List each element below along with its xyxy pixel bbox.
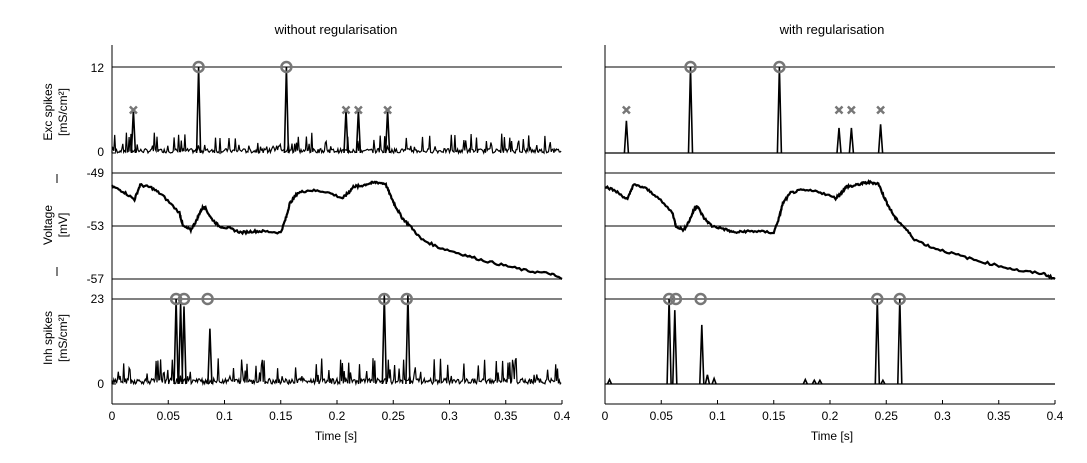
right-x-tick-label: 0.1 xyxy=(709,409,726,423)
right-exc-spikes-circle-marker xyxy=(773,60,786,74)
right-xlabel: Time [s] xyxy=(811,429,853,443)
left-voltage-tick-mid: -53 xyxy=(87,219,105,233)
left-exc-spikes-circle-marker xyxy=(280,60,293,74)
left-x-tick-label: 0.15 xyxy=(269,409,293,423)
right-x-tick-label: 0.05 xyxy=(650,409,674,423)
right-x-tick-label: 0.2 xyxy=(822,409,839,423)
left-x-tick-label: 0.25 xyxy=(382,409,406,423)
left-exc-spikes-cross-marker xyxy=(383,105,393,115)
left-x-tick-label: 0.1 xyxy=(216,409,233,423)
left-exc-spikes-cross-marker xyxy=(341,105,351,115)
left-inh-spikes-circle-marker xyxy=(177,292,191,306)
left-voltage-tick-top: -49 xyxy=(87,166,105,180)
left-inh-spikes-spike xyxy=(405,295,411,385)
left-x-tick-label: 0.3 xyxy=(441,409,458,423)
right-exc-spikes-spike xyxy=(623,120,630,154)
right-inh-spikes-spike xyxy=(802,377,809,385)
left-xlabel: Time [s] xyxy=(315,429,357,443)
left-voltage-tick-bottom: -57 xyxy=(87,272,105,286)
right-exc-spikes-cross-marker xyxy=(621,105,631,115)
left-exc-tick-top: 12 xyxy=(91,61,105,75)
right-x-tick-label: 0 xyxy=(602,409,609,423)
left-exc-spikes-circle-marker xyxy=(192,60,205,74)
voltage-ylabel-line2: [mV] xyxy=(56,213,70,238)
right-inh-spikes-circle-marker xyxy=(893,292,906,306)
left-inh-spikes-circle-marker xyxy=(400,292,413,306)
left-x-tick-label: 0.05 xyxy=(157,409,181,423)
right-exc-spikes-cross-marker xyxy=(876,105,886,115)
left-exc-spikes-spike xyxy=(195,66,202,154)
left-inh-spikes-spike xyxy=(207,328,213,385)
right-x-tick-label: 0.4 xyxy=(1047,409,1064,423)
left-exc-spikes-cross-marker xyxy=(353,105,363,115)
right-inh-spikes-spike xyxy=(897,298,903,385)
right-inh-spikes-spike xyxy=(672,310,678,385)
left-exc-tick-bottom: 0 xyxy=(97,145,104,159)
left-voltage-trace xyxy=(111,180,563,280)
right-exc-spikes-spike xyxy=(848,127,855,154)
right-exc-spikes-spike xyxy=(836,127,842,154)
left-inh-tick-bottom: 0 xyxy=(97,377,104,391)
right-inh-spikes-spike xyxy=(874,298,881,385)
right-inh-spikes-spike xyxy=(699,324,705,385)
right-inh-spikes-circle-marker xyxy=(669,292,683,306)
right-inh-spikes-circle-marker xyxy=(662,292,676,306)
right-exc-spikes-spike xyxy=(877,124,884,154)
left-panel-title: without regularisation xyxy=(274,22,398,37)
left-x-tick-label: 0.4 xyxy=(554,409,571,423)
right-x-tick-label: 0.25 xyxy=(875,409,899,423)
right-exc-spikes-cross-marker xyxy=(834,105,844,115)
right-x-tick-label: 0.15 xyxy=(762,409,786,423)
exc-ylabel-line2: [mS/cm²] xyxy=(56,88,70,136)
right-inh-spikes-spike xyxy=(606,377,613,385)
right-exc-spikes-spike xyxy=(776,66,783,154)
left-exc-spikes-spike xyxy=(343,109,349,154)
left-x-tick-label: 0.2 xyxy=(329,409,346,423)
inh-ylabel-line2: [mS/cm²] xyxy=(56,314,70,362)
right-x-tick-label: 0.35 xyxy=(987,409,1011,423)
left-inh-spikes-spike xyxy=(181,306,187,385)
right-inh-spikes-spike xyxy=(704,374,711,385)
left-inh-spikes-circle-marker xyxy=(169,292,183,306)
left-x-tick-label: 0 xyxy=(109,409,116,423)
left-inh-spikes-spike xyxy=(173,298,179,385)
left-inh-spikes-circle-marker xyxy=(378,292,391,306)
right-exc-spikes-spike xyxy=(687,66,694,154)
left-inh-spikes-spike xyxy=(381,295,388,385)
right-panel-title: with regularisation xyxy=(779,22,885,37)
left-exc-spikes-baseline xyxy=(111,132,562,156)
exc-ylabel-line1: Exc spikes xyxy=(41,83,55,140)
right-inh-spikes-spike xyxy=(880,378,886,385)
left-exc-spikes-cross-marker xyxy=(128,105,138,115)
right-inh-spikes-spike xyxy=(811,378,818,385)
left-inh-spikes-circle-marker xyxy=(201,292,214,306)
right-voltage-trace xyxy=(604,178,1056,280)
left-exc-spikes-spike xyxy=(283,66,290,154)
right-inh-spikes-spike xyxy=(711,376,717,385)
inh-ylabel-line1: Inh spikes xyxy=(41,311,55,365)
plots-layer: 0 0.05 0.1 0.15 0.2 0.25 0.3 0.35 0.4 0 0.05 0.1 0.1… xyxy=(109,45,1064,423)
left-inh-tick-top: 23 xyxy=(91,292,105,306)
right-inh-spikes-spike xyxy=(666,298,672,385)
voltage-ylabel-line1: Voltage xyxy=(41,205,55,245)
right-inh-spikes-spike xyxy=(817,378,823,385)
right-x-tick-label: 0.3 xyxy=(934,409,951,423)
right-inh-spikes-circle-marker xyxy=(871,292,884,306)
right-exc-spikes-cross-marker xyxy=(846,105,856,115)
left-x-tick-label: 0.35 xyxy=(494,409,518,423)
right-inh-spikes-circle-marker xyxy=(694,292,707,306)
left-exc-spikes-spike xyxy=(130,109,137,154)
right-exc-spikes-circle-marker xyxy=(684,60,697,74)
